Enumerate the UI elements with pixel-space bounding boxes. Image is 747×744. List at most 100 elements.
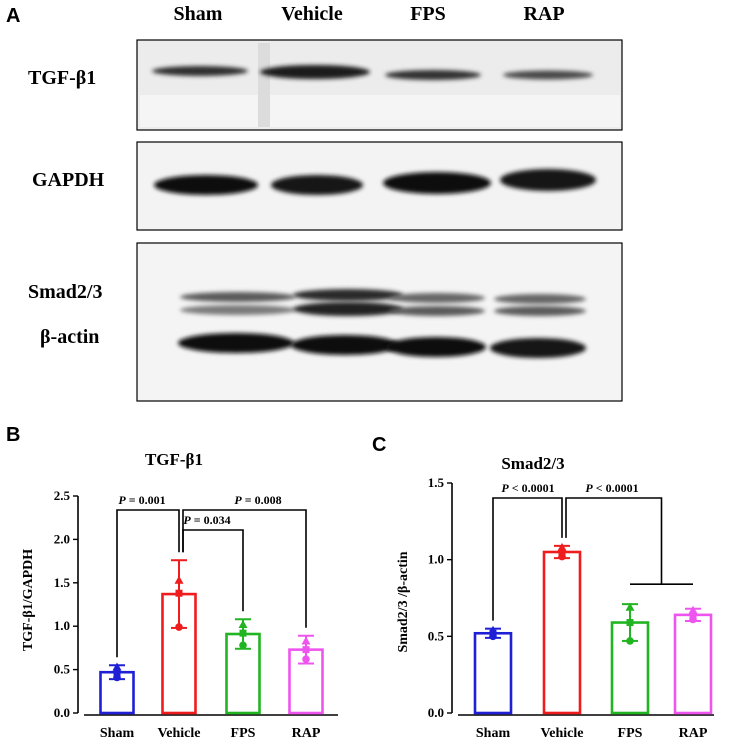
x-tick-label: Sham (476, 726, 511, 741)
p-symbol: P (183, 513, 191, 527)
panel-b-letter: B (6, 424, 20, 446)
panel-a-letter: A (6, 5, 20, 27)
chart-smad: Smad2/3 Smad2/3 /β-actin 0.0 0.5 1.0 1.5 Sha… (396, 454, 714, 741)
significance-label: P = 0.001 (118, 493, 165, 507)
data-point (488, 625, 498, 634)
band-smad-rap-1 (494, 294, 586, 304)
chart-tgf: TGF-β1 TGF-β1/GAPDH 0.0 0.5 1.0 1.5 2.0 2.5 Sh… (21, 450, 338, 741)
y-axis-label: TGF-β1/GAPDH (21, 549, 36, 651)
band-gapdh-fps (383, 172, 491, 194)
band-smad-rap-2 (494, 306, 586, 316)
band-smad-fps-1 (389, 293, 485, 303)
band-tgf-fps (385, 70, 481, 80)
blot-col-sham: Sham (174, 3, 223, 25)
band-gapdh-sham (154, 175, 258, 195)
chart-title: TGF-β1 (145, 450, 203, 469)
band-actin-vehicle (291, 335, 399, 355)
data-point (626, 637, 634, 645)
blot-tgf (136, 39, 623, 131)
x-tick-label: FPS (618, 726, 643, 741)
blot-col-vehicle: Vehicle (281, 3, 343, 25)
p-symbol: P (234, 493, 242, 507)
p-value: = 0.008 (242, 493, 282, 507)
y-tick-label: 1.5 (54, 575, 71, 590)
data-point (689, 611, 697, 619)
significance-label: P = 0.008 (234, 493, 281, 507)
data-point (625, 602, 635, 611)
significance-bracket (116, 509, 180, 658)
band-gapdh-vehicle (271, 175, 363, 195)
band-smad-vehicle-2 (293, 302, 403, 316)
blot-row-smad: Smad2/3 (28, 281, 102, 303)
significance-label: P < 0.0001 (501, 481, 554, 495)
blot-row-tgf: TGF-β1 (28, 67, 96, 89)
band-tgf-rap (503, 70, 593, 80)
blot-gapdh (136, 141, 623, 231)
p-value: < 0.0001 (593, 481, 639, 495)
band-smad-sham-2 (180, 305, 296, 315)
x-tick-label: Vehicle (540, 726, 583, 741)
significance-bracket (492, 497, 563, 621)
band-tgf-sham (152, 66, 248, 76)
data-point (302, 646, 310, 654)
significance-bracket (182, 529, 244, 612)
p-symbol: P (585, 481, 593, 495)
blot-smad-actin (136, 242, 623, 402)
y-tick-label: 0.0 (54, 705, 70, 720)
blot-col-rap: RAP (523, 3, 564, 25)
chart-title: Smad2/3 (501, 454, 564, 473)
y-tick-label: 2.0 (54, 531, 70, 546)
band-gapdh-rap (500, 169, 596, 191)
y-tick-label: 0.0 (428, 705, 444, 720)
bar (542, 550, 582, 715)
blot-row-gapdh: GAPDH (32, 169, 105, 191)
blot-row-actin: β-actin (40, 326, 99, 348)
x-tick-label: Sham (100, 726, 135, 741)
data-point (302, 655, 310, 663)
significance-label: P < 0.0001 (585, 481, 638, 495)
data-point (238, 619, 248, 628)
p-symbol: P (501, 481, 509, 495)
data-point (558, 548, 566, 556)
panel-c-letter: C (372, 434, 386, 456)
bar (473, 631, 513, 715)
data-point (557, 542, 567, 551)
data-point (239, 629, 247, 637)
x-tick-label: Vehicle (157, 726, 200, 741)
band-actin-fps (386, 337, 486, 357)
y-tick-label: 1.0 (54, 618, 70, 633)
significance-bracket (565, 497, 663, 585)
y-tick-label: 0.5 (428, 628, 445, 643)
p-value: = 0.001 (126, 493, 166, 507)
p-value: < 0.0001 (509, 481, 555, 495)
y-tick-label: 0.5 (54, 662, 71, 677)
band-actin-rap (490, 338, 586, 358)
significance-bracket (182, 509, 307, 628)
blot-col-fps: FPS (410, 3, 446, 25)
band-smad-sham-1 (180, 292, 296, 302)
data-point (174, 575, 184, 584)
p-value: = 0.034 (191, 513, 231, 527)
x-tick-label: FPS (231, 726, 256, 741)
y-tick-label: 2.5 (54, 488, 71, 503)
p-symbol: P (118, 493, 126, 507)
data-point (175, 623, 183, 631)
y-axis-label: Smad2/3 /β-actin (396, 551, 411, 652)
x-tick-label: RAP (292, 726, 321, 741)
data-point (301, 636, 311, 645)
data-point (626, 619, 634, 627)
y-tick-label: 1.5 (428, 475, 445, 490)
band-smad-vehicle-1 (293, 289, 403, 301)
data-point (113, 668, 121, 676)
band-tgf-vehicle (260, 65, 370, 79)
band-smad-fps-2 (389, 306, 485, 316)
y-tick-label: 1.0 (428, 552, 444, 567)
bar (673, 613, 713, 715)
data-point (112, 662, 122, 671)
data-point (175, 589, 183, 597)
data-point (239, 641, 247, 650)
panel-a: A Sham Vehicle FPS RAP TGF-β1 GAPDH Smad… (6, 3, 623, 402)
band-actin-sham (178, 333, 294, 353)
significance-label: P = 0.034 (183, 513, 230, 527)
